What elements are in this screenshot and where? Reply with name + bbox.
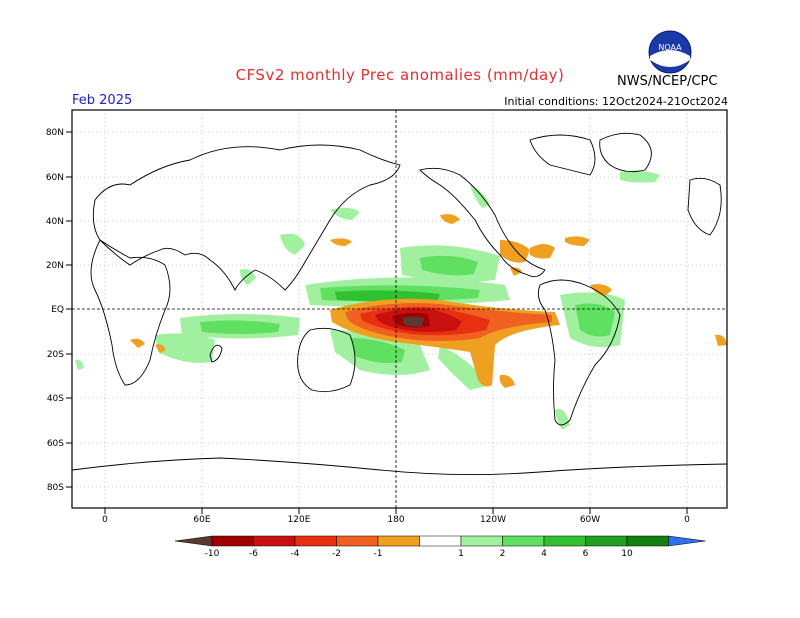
- initial-conditions: Initial conditions: 12Oct2024-21Oct2024: [504, 95, 728, 108]
- lon-label: 120W: [480, 515, 506, 525]
- lon-label: 60E: [193, 515, 210, 525]
- colorbar-swatch: [626, 535, 669, 547]
- lon-label: 180: [387, 515, 404, 525]
- dry-anomalies: [130, 214, 727, 388]
- lat-label: 40N: [46, 217, 64, 227]
- lon-label: 0: [102, 515, 108, 525]
- colorbar-swatch: [543, 535, 586, 547]
- colorbar-label: 2: [500, 549, 506, 559]
- colorbar-swatch: [253, 535, 296, 547]
- lat-label: 40S: [47, 394, 64, 404]
- colorbar-swatch: [294, 535, 337, 547]
- map-field: [72, 110, 727, 508]
- colorbar-label: -1: [374, 549, 383, 559]
- colorbar-swatch: [585, 535, 628, 547]
- colorbar-arrow-right: [668, 535, 706, 547]
- lat-labels: 80N 60N 40N 20N EQ 20S 40S 60S 80S: [46, 128, 64, 493]
- noaa-logo: NOAA: [648, 30, 692, 74]
- lat-label: 20S: [47, 350, 64, 360]
- colorbar-label: 4: [541, 549, 547, 559]
- valid-month: Feb 2025: [72, 93, 133, 108]
- lon-labels: 0 60E 120E 180 120W 60W 0: [102, 515, 690, 525]
- colorbar-swatch: [460, 535, 503, 547]
- page-title: CFSv2 monthly Prec anomalies (mm/day): [235, 66, 565, 84]
- lon-label: 0: [684, 515, 690, 525]
- colorbar-arrow-left: [174, 535, 213, 547]
- colorbar-swatch: [211, 535, 254, 547]
- colorbar-swatch: [336, 535, 379, 547]
- colorbar: -10 -6 -4 -2 -1 1 2 4 6 10: [174, 535, 706, 559]
- colorbar-swatch: [419, 535, 462, 547]
- logo-text: NOAA: [658, 43, 682, 52]
- lat-label: 80S: [47, 483, 64, 493]
- colorbar-label: -6: [249, 549, 258, 559]
- coastlines: [72, 132, 727, 476]
- lat-label: 60N: [46, 173, 64, 183]
- lon-label: 60W: [580, 515, 600, 525]
- wet-anomalies: [75, 170, 660, 430]
- colorbar-label: 1: [458, 549, 464, 559]
- lat-label: 60S: [47, 439, 64, 449]
- colorbar-label: -10: [205, 549, 220, 559]
- colorbar-swatch: [502, 535, 545, 547]
- lon-label: 120E: [288, 515, 311, 525]
- lat-label: EQ: [51, 305, 64, 315]
- colorbar-label: -4: [291, 549, 300, 559]
- colorbar-label: 10: [621, 549, 633, 559]
- colorbar-label: 6: [583, 549, 589, 559]
- tick-marks: [66, 131, 688, 514]
- colorbar-swatch: [377, 535, 420, 547]
- agency-label: NWS/NCEP/CPC: [617, 74, 718, 89]
- lat-label: 20N: [46, 261, 64, 271]
- colorbar-label: -2: [332, 549, 341, 559]
- lat-label: 80N: [46, 128, 64, 138]
